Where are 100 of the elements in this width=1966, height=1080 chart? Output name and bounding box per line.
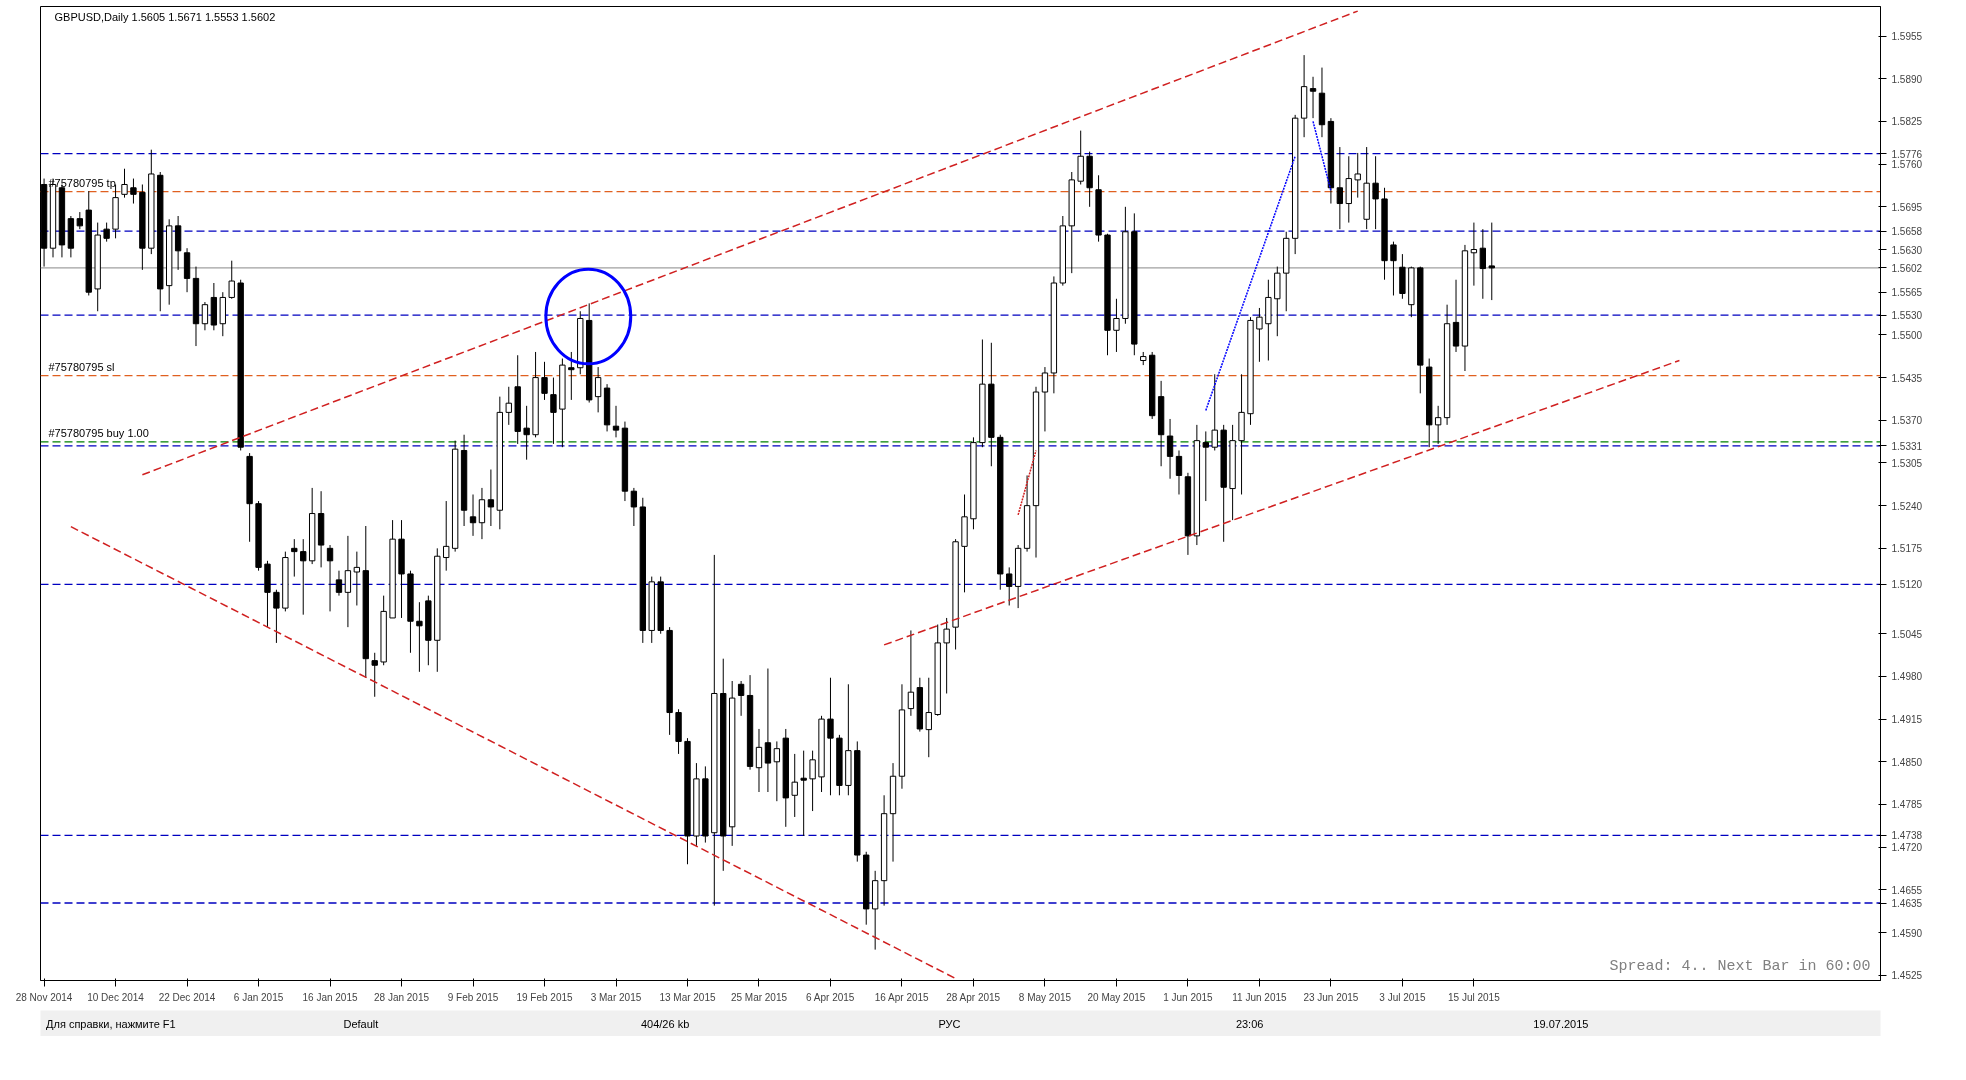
text: РУС [938, 1017, 961, 1030]
candlestick [800, 750, 807, 837]
y-tick-label: 1.5435 [1891, 372, 1923, 384]
candlestick [541, 361, 548, 401]
candlestick [478, 487, 486, 540]
x-tick-label: 25 Mar 2015 [730, 991, 788, 1003]
candlestick [809, 750, 816, 812]
candlestick [1372, 155, 1379, 230]
x-tick-label: 28 Jan 2015 [374, 991, 430, 1003]
candlestick [326, 544, 334, 612]
y-tick-label: 1.5760 [1891, 159, 1923, 171]
candlestick [1470, 222, 1478, 287]
candlestick [228, 260, 235, 300]
candlestick [594, 366, 602, 413]
text: 19.07.2015 [1533, 1017, 1589, 1030]
candlestick [443, 500, 450, 572]
y-tick-label: 1.5630 [1891, 244, 1923, 256]
candlestick [291, 538, 298, 578]
y-tick-label: 1.5240 [1891, 500, 1923, 512]
candlestick [1175, 449, 1183, 495]
candlestick [1452, 279, 1460, 353]
candlestick [1113, 298, 1120, 353]
candlestick [827, 677, 834, 796]
candlestick [925, 677, 932, 758]
x-tick-label: 10 Dec 2014 [87, 991, 145, 1003]
y-tick-label: 1.5890 [1891, 73, 1923, 85]
x-tick-label: 19 Feb 2015 [516, 991, 574, 1003]
x-tick-label: 11 Jun 2015 [1232, 991, 1288, 1003]
x-tick-label: 16 Apr 2015 [874, 991, 930, 1003]
candlestick [1354, 152, 1361, 199]
y-tick-label: 1.5565 [1891, 287, 1923, 299]
y-tick-label: 1.4590 [1891, 927, 1923, 939]
ref-line-label: #75780795 tp [48, 176, 116, 189]
candlestick [568, 351, 575, 401]
candlestick [523, 405, 530, 461]
y-tick-label: 1.5530 [1891, 310, 1923, 322]
y-tick-label: 1.5331 [1891, 440, 1923, 452]
candlestick [612, 405, 620, 438]
text: 23:06 [1235, 1017, 1264, 1030]
y-tick-label: 1.4915 [1891, 714, 1923, 726]
y-tick-label: 1.5776 [1891, 148, 1923, 160]
candlestick [469, 493, 477, 537]
x-tick-label: 9 Feb 2015 [447, 991, 499, 1003]
candlestick [1309, 76, 1317, 119]
y-tick-label: 1.4850 [1891, 756, 1923, 768]
ref-line-label: #75780795 sl [48, 360, 115, 373]
y-tick-label: 1.4635 [1891, 898, 1923, 909]
candlestick [773, 740, 781, 802]
y-tick-label: 1.4525 [1891, 970, 1923, 982]
y-tick-label: 1.4785 [1891, 799, 1923, 811]
x-tick-label: 15 Jul 2015 [1448, 991, 1501, 1003]
candlestick [943, 617, 950, 694]
candlestick [300, 538, 307, 616]
candlestick [1166, 418, 1174, 480]
y-tick-label: 1.5658 [1891, 226, 1923, 238]
candlestick [1211, 373, 1218, 451]
candlestick [335, 570, 343, 597]
y-tick-label: 1.5175 [1891, 543, 1923, 555]
candlestick [353, 551, 361, 606]
candlestick [1479, 228, 1487, 300]
y-tick-label: 1.4720 [1891, 842, 1923, 854]
text: Default [343, 1017, 379, 1030]
y-tick-label: 1.5825 [1891, 116, 1923, 128]
candlestick [103, 222, 110, 243]
x-tick-label: 23 Jun 2015 [1303, 991, 1359, 1003]
annotation: Spread: 4.. Next Bar in 60:00 [1609, 957, 1871, 975]
ref-line-label: #75780795 buy 1.00 [48, 426, 149, 439]
candlestick [201, 301, 209, 331]
y-tick-label: 1.5695 [1891, 201, 1923, 213]
candlestick [1041, 366, 1049, 432]
candlestick [273, 589, 280, 644]
x-tick-label: 8 May 2015 [1018, 991, 1072, 1003]
candlestick [371, 652, 378, 698]
x-tick-label: 28 Apr 2015 [946, 991, 1001, 1003]
candlestick [1202, 430, 1209, 502]
candlestick [755, 728, 763, 793]
candlestick [344, 535, 352, 628]
x-tick-label: 3 Mar 2015 [590, 991, 642, 1003]
y-tick-label: 1.5500 [1891, 329, 1923, 341]
y-tick-label: 1.5305 [1891, 457, 1923, 469]
candlestick [737, 680, 745, 717]
candlestick [487, 469, 495, 527]
candlestick [791, 753, 798, 818]
candlestick [1336, 146, 1344, 230]
candlestick [1006, 566, 1013, 606]
text: 404/26 kb [640, 1017, 690, 1030]
candlestick [630, 487, 638, 527]
y-tick-label: 1.4738 [1891, 830, 1923, 842]
candlestick [121, 168, 128, 199]
x-tick-label: 16 Jan 2015 [302, 991, 358, 1003]
x-tick-label: 6 Apr 2015 [806, 991, 855, 1003]
candlestick [416, 601, 423, 673]
x-tick-label: 22 Dec 2014 [158, 991, 216, 1003]
candlestick [1256, 307, 1263, 363]
candlestick [907, 629, 915, 717]
y-tick-label: 1.5370 [1891, 415, 1923, 427]
candlestick [1488, 222, 1495, 301]
y-tick-label: 1.5955 [1891, 31, 1923, 43]
candlestick [764, 668, 772, 793]
x-tick-label: 28 Nov 2014 [15, 991, 73, 1003]
